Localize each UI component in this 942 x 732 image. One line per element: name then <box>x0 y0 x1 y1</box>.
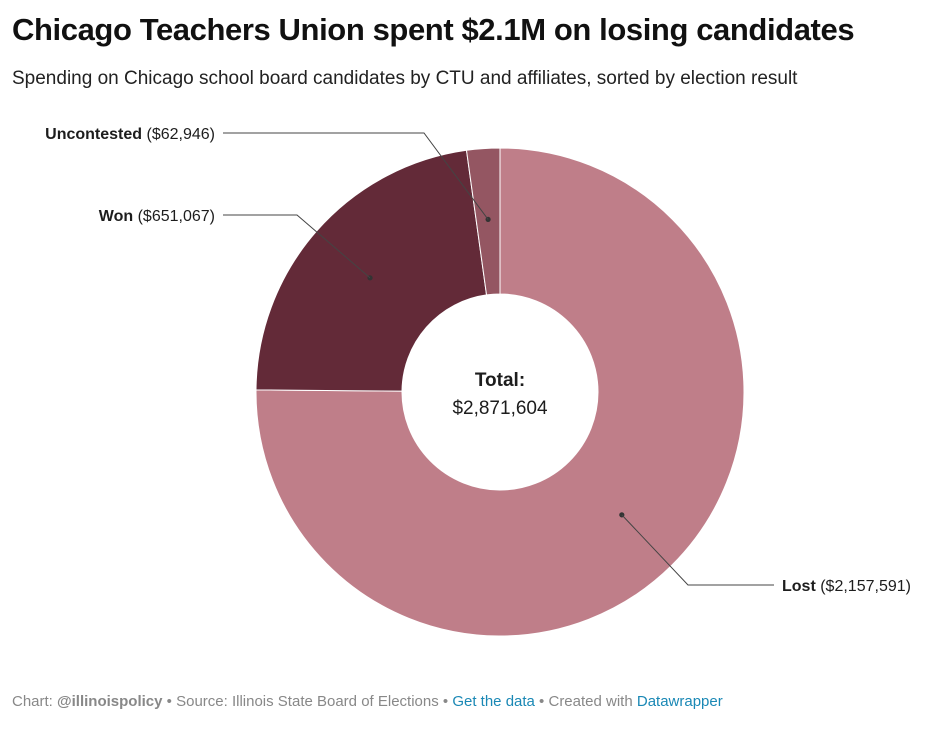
slice-uncontested <box>465 147 501 296</box>
slice-label-lost: Lost ($2,157,591) <box>782 578 911 595</box>
chart-subtitle: Spending on Chicago school board candida… <box>12 68 798 89</box>
slice-label-name: Uncontested <box>45 126 142 143</box>
slice-won <box>255 149 488 392</box>
slice-label-name: Won <box>99 208 133 225</box>
leader-line-uncontested <box>223 132 489 220</box>
slice-labels: Lost ($2,157,591) Won ($651,067) Uncontest… <box>45 126 911 595</box>
slice-label-won: Won ($651,067) <box>99 208 215 225</box>
get-the-data-link[interactable]: Get the data <box>452 693 535 710</box>
leader-line-won <box>223 214 371 279</box>
slice-label-value: ($2,157,591) <box>816 578 911 595</box>
center-total-value: $2,871,604 <box>452 398 548 419</box>
slice-label-value: ($62,946) <box>142 126 215 143</box>
label-leaders <box>223 132 774 586</box>
slice-label-value: ($651,067) <box>133 208 215 225</box>
slice-label-name: Lost <box>782 578 816 595</box>
leader-line-lost <box>621 514 774 586</box>
chart-footer: Chart: @illinoispolicy • Source: Illinoi… <box>12 693 723 710</box>
footer-created-with: Created with <box>548 693 637 710</box>
footer-separator: • <box>438 693 453 710</box>
footer-chart-prefix: Chart: <box>12 693 58 710</box>
center-total-label: Total: <box>475 370 525 391</box>
footer-separator: • <box>534 693 549 710</box>
datawrapper-link[interactable]: Datawrapper <box>636 693 723 710</box>
footer-source: Source: Illinois State Board of Election… <box>176 693 439 710</box>
slice-label-uncontested: Uncontested ($62,946) <box>45 126 215 143</box>
donut-chart: Lost ($2,157,591) Won ($651,067) Uncontest… <box>45 126 911 637</box>
chart-title: Chicago Teachers Union spent $2.1M on lo… <box>12 12 855 47</box>
footer-author: @illinoispolicy <box>57 693 163 710</box>
donut-slices <box>255 147 745 637</box>
footer-separator: • <box>162 693 177 710</box>
